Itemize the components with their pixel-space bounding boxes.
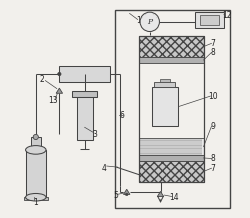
Text: 3: 3 [92, 130, 97, 139]
Bar [59, 66, 110, 82]
Bar [115, 10, 230, 208]
Text: 10: 10 [208, 92, 218, 100]
Circle shape [33, 134, 38, 140]
Text: P: P [147, 18, 152, 26]
Text: 8: 8 [211, 154, 216, 163]
Text: 6: 6 [120, 111, 125, 120]
Text: 7: 7 [211, 39, 216, 48]
Bar [76, 93, 93, 140]
Bar [26, 150, 46, 197]
Text: 8: 8 [211, 48, 216, 57]
Text: 9: 9 [211, 122, 216, 131]
Bar [139, 138, 203, 155]
Text: 5: 5 [113, 191, 118, 200]
Text: 12: 12 [222, 11, 232, 20]
Bar [72, 91, 97, 97]
Text: 1: 1 [33, 198, 38, 207]
Bar [24, 197, 48, 201]
Bar [160, 79, 170, 82]
Bar [139, 155, 203, 161]
Circle shape [58, 72, 61, 76]
Ellipse shape [26, 146, 46, 154]
Ellipse shape [26, 193, 46, 201]
Bar [139, 57, 203, 63]
Text: 2: 2 [40, 75, 44, 84]
Polygon shape [56, 88, 62, 93]
Text: 14: 14 [170, 193, 179, 202]
Bar [152, 87, 178, 126]
Text: 13: 13 [48, 96, 58, 105]
Text: 11: 11 [136, 16, 146, 25]
Bar [139, 36, 203, 182]
Bar [154, 82, 175, 87]
Bar [31, 137, 41, 146]
Circle shape [140, 12, 160, 32]
Bar [195, 12, 224, 28]
Bar [139, 161, 203, 182]
Bar [200, 15, 218, 25]
Text: 7: 7 [211, 164, 216, 173]
Circle shape [126, 193, 128, 196]
Bar [139, 36, 203, 57]
Text: 4: 4 [102, 164, 107, 173]
Polygon shape [157, 191, 164, 197]
Polygon shape [124, 189, 130, 194]
